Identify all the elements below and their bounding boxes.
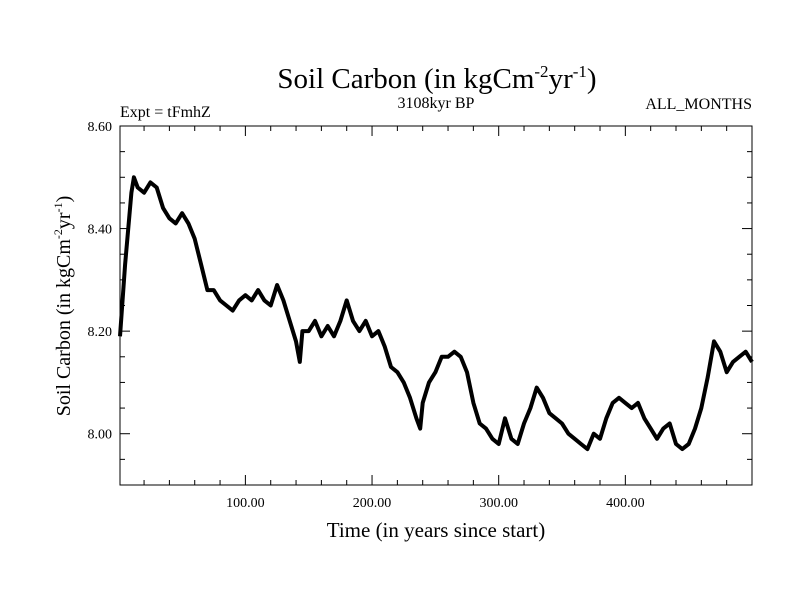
x-axis-ticks: 100.00 200.00 300.00 400.00 [143,126,753,511]
x-axis-label: Time (in years since start) [327,518,546,542]
period-label: 3108kyr BP [398,95,475,112]
plot-frame [119,125,753,486]
y-axis-ticks: 8.00 8.20 8.40 8.60 [88,120,752,486]
y-tick-label: 8.60 [88,120,113,135]
y-axis-label-main: Soil Carbon (in kgCm [53,239,75,417]
y-axis-label-exp2: -1 [51,202,65,212]
chart-title-mid: yr [549,63,574,95]
chart-title-end: ) [587,63,597,95]
y-axis-label-end: ) [53,196,75,203]
months-label: ALL_MONTHS [645,96,752,113]
series-line-soil-carbon [118,175,754,452]
chart-title-exp2: -1 [573,62,587,81]
y-axis-label-exp1: -2 [51,229,65,239]
expt-label: Expt = tFmhZ [120,104,211,121]
x-tick-label: 400.00 [606,496,645,511]
y-axis-label-mid: yr [53,212,75,229]
x-tick-label: 200.00 [353,496,392,511]
y-tick-label: 8.40 [88,223,113,238]
chart-title-main: Soil Carbon (in kgCm [277,63,534,95]
chart-title: Soil Carbon (in kgCm-2yr-1) [277,62,596,95]
x-tick-label: 300.00 [479,496,518,511]
chart-title-exp1: -2 [534,62,548,81]
y-axis-label: Soil Carbon (in kgCm-2yr-1) [51,196,75,417]
y-tick-label: 8.00 [88,428,113,443]
x-tick-label: 100.00 [226,496,265,511]
y-tick-label: 8.20 [88,325,113,340]
